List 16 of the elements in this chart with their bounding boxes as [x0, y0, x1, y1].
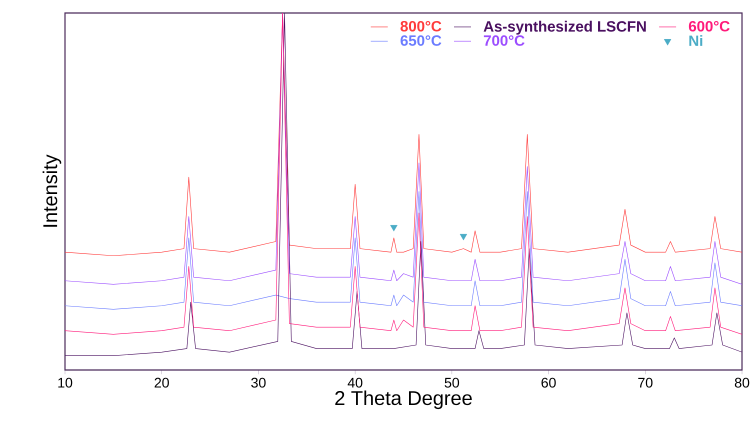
x-tick-label: 40	[348, 378, 362, 388]
legend-label: 600°C	[688, 20, 730, 32]
x-tick-label: 10	[58, 378, 72, 388]
legend-label: Ni	[689, 35, 702, 46]
legend-label: As-synthesized LSCFN	[484, 20, 646, 35]
legend-label: 700°C	[484, 35, 525, 46]
x-axis-title: 2 Theta Degree	[335, 390, 472, 410]
legend-label: 650°C	[400, 35, 442, 46]
x-tick-label: 50	[444, 378, 460, 388]
legend-label: 800°C	[400, 20, 442, 32]
x-tick-label: 30	[251, 378, 266, 388]
x-tick-label: 60	[542, 378, 556, 388]
x-tick-label: 80	[734, 378, 750, 388]
x-tick-label: 20	[154, 378, 169, 388]
y-axis-title: Intensity	[42, 154, 62, 227]
x-tick-label: 70	[638, 378, 653, 388]
